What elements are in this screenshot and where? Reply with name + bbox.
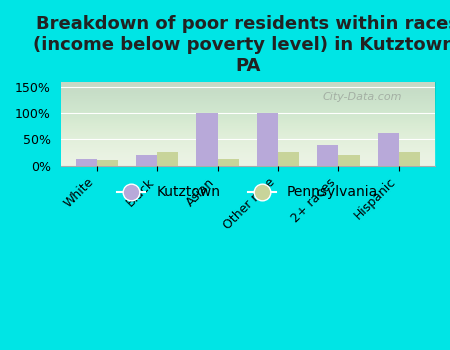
Bar <box>76 159 97 166</box>
Bar <box>197 113 218 166</box>
Text: City-Data.com: City-Data.com <box>323 92 402 102</box>
Title: Breakdown of poor residents within races
(income below poverty level) in Kutztow: Breakdown of poor residents within races… <box>33 15 450 75</box>
Legend: Kutztown, Pennsylvania: Kutztown, Pennsylvania <box>112 180 384 205</box>
Bar <box>218 159 239 166</box>
Bar <box>157 152 178 166</box>
Bar <box>278 152 299 166</box>
Bar <box>257 113 278 166</box>
Bar <box>317 145 338 166</box>
Bar <box>338 155 360 166</box>
Bar <box>136 155 157 166</box>
Bar <box>378 133 399 166</box>
Bar <box>97 160 118 166</box>
Bar <box>399 152 420 166</box>
